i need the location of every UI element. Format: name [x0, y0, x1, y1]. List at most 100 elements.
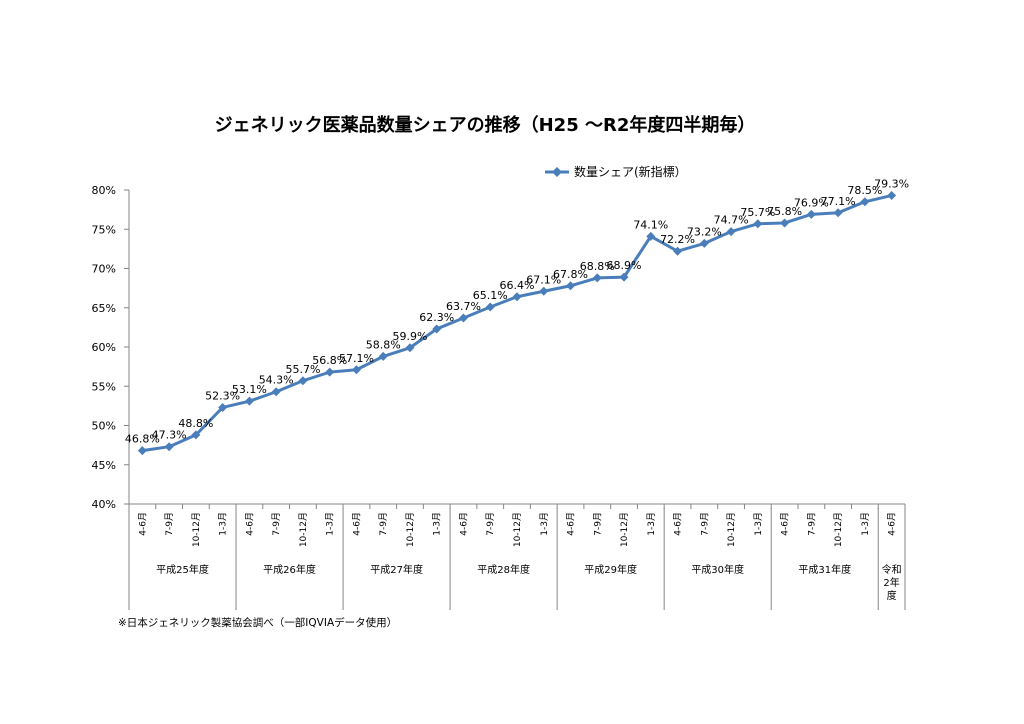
data-point [298, 376, 308, 386]
data-label: 63.7% [446, 300, 481, 313]
data-label: 75.7% [740, 206, 775, 219]
x-tick-label: 10-12月 [405, 512, 416, 547]
data-point [432, 324, 442, 334]
x-tick-label: 10-12月 [298, 512, 309, 547]
x-tick-label: 10-12月 [512, 512, 523, 547]
data-point [351, 365, 361, 375]
x-tick-label: 1-3月 [218, 512, 229, 536]
x-tick-label: 7-9月 [699, 512, 710, 536]
x-tick-label: 4-6月 [673, 512, 684, 536]
x-tick-label: 7-9月 [592, 512, 603, 536]
data-label: 78.5% [847, 184, 882, 197]
data-label: 55.7% [285, 363, 320, 376]
data-label: 54.3% [259, 374, 294, 387]
year-group-label: 平成29年度 [584, 563, 637, 576]
data-point [726, 227, 736, 237]
data-label: 57.1% [339, 352, 374, 365]
x-tick-label: 4-6月 [244, 512, 255, 536]
year-group-label: 平成27年度 [370, 563, 423, 576]
data-label: 67.1% [526, 273, 561, 286]
data-point [485, 302, 495, 312]
data-label: 59.9% [392, 330, 427, 343]
data-label: 68.9% [607, 259, 642, 272]
x-tick-label: 7-9月 [485, 512, 496, 536]
data-label: 46.8% [125, 433, 160, 446]
chart-title: ジェネリック医薬品数量シェアの推移（H25 ～R2年度四半期毎） [215, 114, 756, 136]
year-group-label: 平成26年度 [263, 563, 316, 576]
data-point [699, 238, 709, 248]
data-point [780, 218, 790, 228]
data-point [833, 208, 843, 218]
x-tick-label: 1-3月 [539, 512, 550, 536]
data-label: 48.8% [178, 417, 213, 430]
data-label: 65.1% [473, 289, 508, 302]
x-axis: 4-6月 7-9月 10-12月 1-3月 4-6月 7-9月 10-12月 1-3月 4-6月… [128, 503, 906, 610]
x-tick-label: 7-9月 [378, 512, 389, 536]
series-line [142, 194, 892, 453]
data-point [753, 219, 763, 229]
y-axis: 40% 45% 50% 55% 60% 65% 70% 75% 80% [92, 184, 130, 511]
x-tick-label: 7-9月 [806, 512, 817, 536]
data-point [164, 442, 174, 452]
data-label: 52.3% [205, 389, 240, 402]
x-tick-label: 1-3月 [753, 512, 764, 536]
x-tick-label: 1-3月 [646, 512, 657, 536]
y-tick-label: 55% [92, 380, 116, 393]
x-tick-label: 1-3月 [325, 512, 336, 536]
x-tick-label: 4-6月 [458, 512, 469, 536]
data-label: 67.8% [553, 268, 588, 281]
data-label: 53.1% [232, 383, 267, 396]
y-tick-label: 70% [92, 263, 116, 276]
x-tick-label: 4-6月 [351, 512, 362, 536]
data-label: 68.8% [580, 260, 615, 273]
data-point [566, 281, 576, 291]
x-tick-label: 4-6月 [137, 512, 148, 536]
data-label: 66.4% [500, 279, 535, 292]
x-tick-label: 10-12月 [619, 512, 630, 547]
year-group-label: 平成31年度 [798, 563, 851, 576]
data-point [646, 231, 656, 241]
data-label: 77.1% [821, 195, 856, 208]
data-point [673, 246, 683, 256]
data-point [325, 367, 335, 377]
x-tick-label: 4-6月 [566, 512, 577, 536]
year-group-label-line: 2年 [883, 576, 899, 589]
x-tick-label: 7-9月 [164, 512, 175, 536]
data-label: 62.3% [419, 311, 454, 324]
x-tick-label: 7-9月 [271, 512, 282, 536]
legend-marker [552, 167, 562, 177]
data-point [137, 446, 147, 456]
footnote: ※日本ジェネリック製薬協会調べ（一部IQVIAデータ使用） [118, 616, 397, 629]
year-group-label: 平成25年度 [156, 563, 209, 576]
data-point [860, 197, 870, 207]
data-point [592, 273, 602, 283]
data-label: 79.3% [874, 177, 909, 190]
data-point [806, 209, 816, 219]
data-label: 56.8% [312, 354, 347, 367]
legend: 数量シェア(新指標） [545, 164, 687, 179]
data-point [378, 351, 388, 361]
data-point [405, 343, 415, 353]
data-label: 73.2% [687, 225, 722, 238]
data-label: 76.9% [794, 196, 829, 209]
year-group-label: 平成28年度 [477, 563, 530, 576]
data-point [539, 286, 549, 296]
data-point [271, 387, 281, 397]
y-tick-label: 40% [92, 498, 116, 511]
x-tick-label: 4-6月 [887, 512, 898, 536]
data-label: 58.8% [366, 338, 401, 351]
y-tick-label: 50% [92, 420, 116, 433]
data-point [458, 313, 468, 323]
data-point [512, 292, 522, 302]
legend-label: 数量シェア(新指標） [574, 164, 687, 179]
y-tick-label: 80% [92, 184, 116, 197]
x-tick-label: 1-3月 [860, 512, 871, 536]
y-tick-label: 75% [92, 223, 116, 236]
data-label: 72.2% [660, 233, 695, 246]
x-tick-label: 10-12月 [726, 512, 737, 547]
data-point [191, 430, 201, 440]
y-tick-label: 65% [92, 302, 116, 315]
x-tick-label: 10-12月 [833, 512, 844, 547]
year-group-label-line: 令和 [882, 563, 902, 576]
